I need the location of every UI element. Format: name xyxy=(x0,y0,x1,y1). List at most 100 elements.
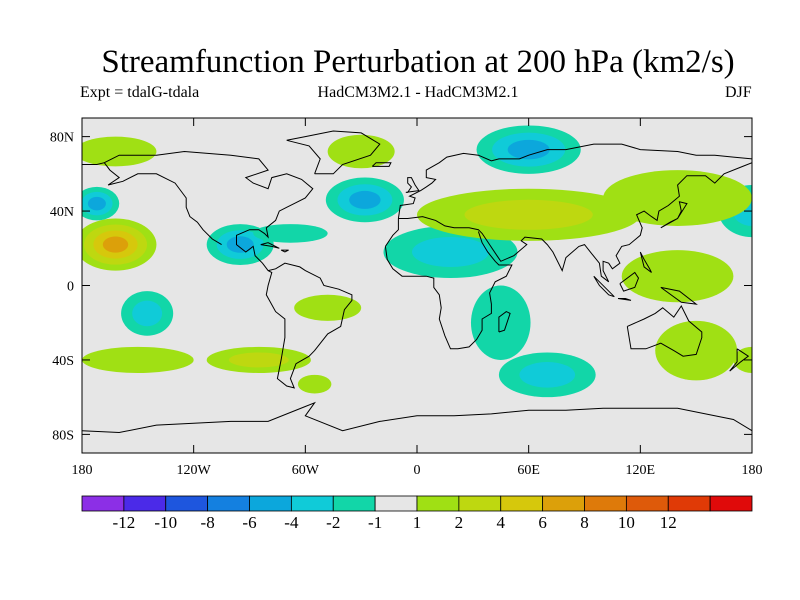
anomaly-contour xyxy=(349,190,381,209)
anomaly-tropical-w-pac xyxy=(621,250,734,303)
anomaly-africa-north xyxy=(383,225,518,279)
colorbar-swatch xyxy=(500,495,544,512)
coastline xyxy=(619,271,640,292)
anomaly-contour xyxy=(82,136,157,167)
colorbar-swatch xyxy=(709,495,753,512)
anomaly-caribbean xyxy=(253,224,328,243)
anomaly-contour xyxy=(297,374,332,394)
anomaly-contour xyxy=(655,320,738,381)
colorbar-swatch xyxy=(290,495,334,512)
lon-tick-label: 0 xyxy=(414,463,421,478)
coastline xyxy=(104,150,353,389)
anomaly-s-america xyxy=(206,346,311,373)
anomaly-contour xyxy=(132,300,163,327)
anomaly-contour xyxy=(294,294,362,321)
season-label: DJF xyxy=(725,84,752,101)
lat-tick-label: 80S xyxy=(52,428,74,443)
anomaly-mid-atlantic xyxy=(294,294,362,321)
colorbar-label: 12 xyxy=(660,513,677,532)
lon-tick-label: 180 xyxy=(72,463,93,478)
coastline xyxy=(384,218,399,247)
colorbar-swatch xyxy=(165,495,209,512)
coastline xyxy=(260,242,280,249)
anomaly-contour xyxy=(253,224,328,243)
model-label: HadCM3M2.1 - HadCM3M2.1 xyxy=(317,84,519,101)
coastline xyxy=(103,162,222,246)
colorbar-label: 8 xyxy=(580,513,589,532)
coastline xyxy=(617,298,632,301)
lat-tick-label: 80N xyxy=(50,131,74,146)
anomaly-contour xyxy=(226,236,254,253)
anomaly-s-atlantic xyxy=(297,374,332,394)
colorbar-label: 2 xyxy=(455,513,464,532)
anomaly-ne-pacific xyxy=(82,186,120,221)
colorbar-label: 10 xyxy=(618,513,635,532)
colorbar-swatch xyxy=(332,495,376,512)
colorbar-label: -8 xyxy=(201,513,215,532)
anomaly-siberia xyxy=(476,125,581,174)
lat-tick-label: 40S xyxy=(52,354,74,369)
lon-tick-label: 180 xyxy=(742,463,763,478)
anomaly-contour xyxy=(82,346,194,373)
coastline xyxy=(626,305,703,357)
coastline xyxy=(397,143,752,219)
colorbar-swatch xyxy=(416,495,460,512)
coastline xyxy=(660,286,698,305)
anomaly-contour xyxy=(327,134,395,169)
colorbar-label: -2 xyxy=(326,513,340,532)
lon-tick-label: 60E xyxy=(517,463,540,478)
coastline xyxy=(82,162,105,165)
lat-tick-label: 40N xyxy=(50,205,74,220)
anomaly-contour xyxy=(519,362,576,388)
coastline xyxy=(82,401,752,434)
chart-title: Streamfunction Perturbation at 200 hPa (… xyxy=(101,44,735,80)
anomaly-contour xyxy=(87,196,106,211)
colorbar-swatch xyxy=(625,495,669,512)
coastline xyxy=(286,130,381,175)
colorbar-label: -6 xyxy=(242,513,256,532)
colorbar-swatch xyxy=(207,495,250,512)
anomaly-n-atlantic xyxy=(325,177,404,223)
anomaly-contour xyxy=(228,352,289,368)
lon-tick-label: 120E xyxy=(626,463,656,478)
anomaly-layer xyxy=(82,125,752,398)
coastline xyxy=(384,231,513,350)
colorbar-label: -1 xyxy=(368,513,382,532)
colorbar-swatch xyxy=(249,495,292,512)
coastlines xyxy=(82,130,752,434)
lon-tick-label: 120W xyxy=(177,463,212,478)
anomaly-s-pacific-west xyxy=(82,346,194,373)
anomaly-contour xyxy=(464,199,593,230)
lon-tick-label: 60W xyxy=(292,463,320,478)
anomaly-eurasia xyxy=(417,188,641,241)
anomaly-s-indian xyxy=(498,352,596,398)
coastline xyxy=(639,251,652,273)
coastline xyxy=(729,348,750,372)
coastline xyxy=(280,249,289,253)
anomaly-contour xyxy=(507,139,550,160)
colorbar-swatch xyxy=(667,495,711,512)
colorbar-swatch xyxy=(81,495,125,512)
colorbar-swatch xyxy=(374,495,418,512)
anomaly-contour xyxy=(470,285,531,360)
anomaly-africa-south xyxy=(470,285,531,360)
colorbar-label: -4 xyxy=(284,513,299,532)
colorbar-label: 6 xyxy=(538,513,547,532)
coastline xyxy=(371,162,392,167)
anomaly-contour xyxy=(621,250,734,303)
lat-tick-label: 0 xyxy=(67,280,74,295)
colorbar-label: -10 xyxy=(154,513,177,532)
coastline xyxy=(398,162,752,283)
axis-ticks: 80N 40N 0 40S 80S 180 120W 60W 0 60E 120E 180 xyxy=(50,118,763,478)
colorbar-label: -12 xyxy=(113,513,136,532)
coastline xyxy=(498,311,511,333)
coastline xyxy=(405,177,420,193)
anomaly-n-pacific xyxy=(82,218,157,271)
colorbar-swatch xyxy=(542,495,585,512)
anomaly-w-pacific-south xyxy=(121,291,174,336)
colorbar-swatch xyxy=(123,495,167,512)
colorbar-label: 1 xyxy=(413,513,422,532)
colorbar-swatch xyxy=(458,495,502,512)
anomaly-greenland xyxy=(327,134,395,169)
